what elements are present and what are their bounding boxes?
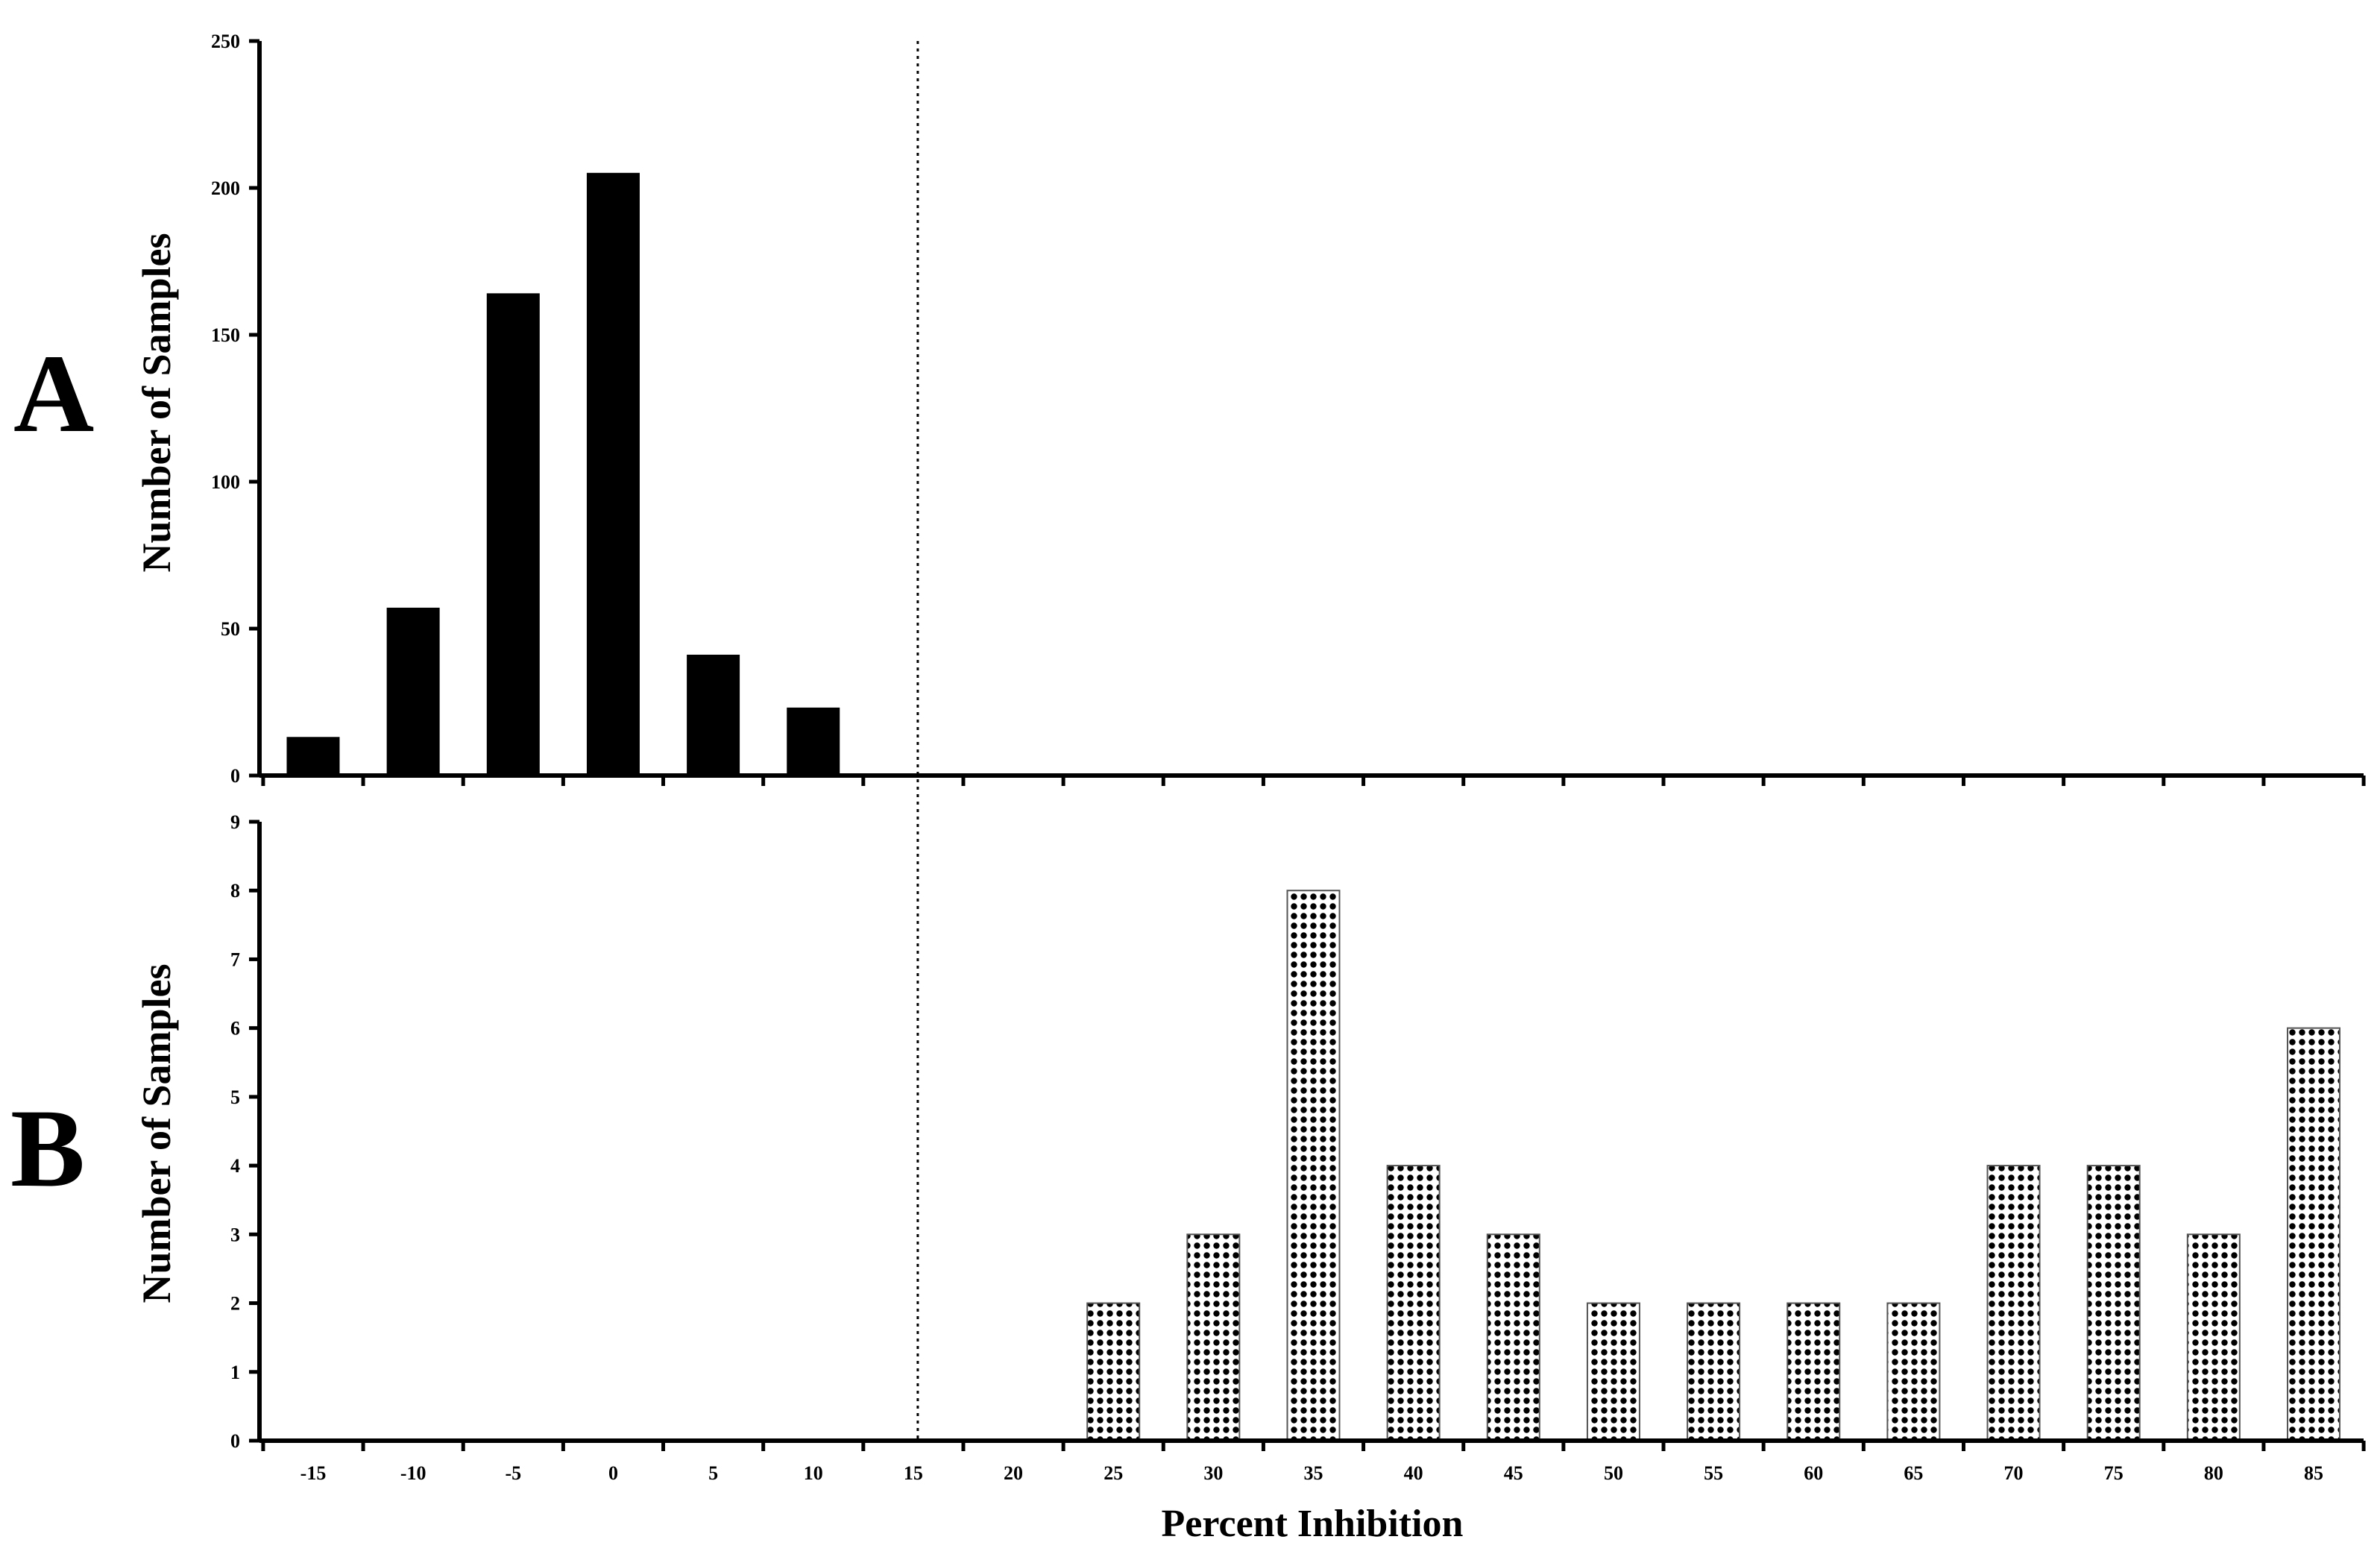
y-tick-label-b: 5 <box>230 1086 240 1108</box>
bar-b-25 <box>1086 1302 1141 1441</box>
x-tick-label-5: 5 <box>708 1462 718 1484</box>
x-tick-label-35: 35 <box>1304 1462 1323 1484</box>
bar-a--10 <box>386 607 440 776</box>
x-tick-label-75: 75 <box>2104 1462 2124 1484</box>
x-tick-label-15: 15 <box>904 1462 923 1484</box>
x-tick-label-50: 50 <box>1604 1462 1623 1484</box>
x-tick-label-10: 10 <box>804 1462 823 1484</box>
panel-label-b: B <box>10 1086 85 1210</box>
x-axis-label: Percent Inhibition <box>1162 1503 1464 1545</box>
bar-a-0 <box>586 172 640 776</box>
x-tick-label-55: 55 <box>1704 1462 1723 1484</box>
y-ticks-b: 0 1 2 3 4 5 6 7 8 9 <box>230 811 259 1452</box>
y-tick-label-a: 150 <box>211 324 240 346</box>
x-tick-label-20: 20 <box>1004 1462 1023 1484</box>
y-tick-label-a: 0 <box>230 765 240 787</box>
y-tick-label-a: 50 <box>221 618 240 640</box>
y-ticks-a: 0 50 100 150 200 250 <box>211 31 259 787</box>
y-tick-label-b: 1 <box>230 1362 240 1383</box>
y-tick-label-b: 9 <box>230 811 240 833</box>
y-tick-label-a: 100 <box>211 471 240 493</box>
y-tick-label-b: 2 <box>230 1293 240 1315</box>
y-tick-label-b: 0 <box>230 1430 240 1452</box>
y-tick-label-b: 6 <box>230 1018 240 1040</box>
bar-b-55 <box>1687 1302 1741 1441</box>
bar-b-65 <box>1886 1302 1941 1441</box>
y-axis-label-a: Number of Samples <box>134 233 179 572</box>
bar-b-30 <box>1186 1233 1241 1442</box>
bar-a-5 <box>687 654 740 776</box>
y-tick-label-a: 200 <box>211 177 240 199</box>
x-tick-label-40: 40 <box>1404 1462 1423 1484</box>
bar-a--15 <box>286 737 340 776</box>
x-tick-label-0: 0 <box>608 1462 618 1484</box>
x-tick-label-60: 60 <box>1804 1462 1823 1484</box>
panel-a: A Number of Samples 0 50 100 150 200 250 <box>13 31 2366 787</box>
bars-a <box>286 172 840 776</box>
bar-b-80 <box>2186 1233 2241 1442</box>
x-tick-label-65: 65 <box>1904 1462 1923 1484</box>
y-tick-label-a: 250 <box>211 31 240 52</box>
x-tick-label-80: 80 <box>2204 1462 2223 1484</box>
bar-b-40 <box>1386 1165 1441 1441</box>
bar-b-45 <box>1486 1233 1540 1442</box>
y-tick-label-b: 7 <box>230 949 240 970</box>
x-tick-label-70: 70 <box>2004 1462 2024 1484</box>
bar-b-60 <box>1786 1302 1841 1441</box>
y-tick-label-b: 4 <box>230 1155 240 1177</box>
y-axis-label-b: Number of Samples <box>134 963 179 1303</box>
y-tick-label-b: 8 <box>230 880 240 902</box>
panel-label-a: A <box>13 332 94 456</box>
x-tick-label-85: 85 <box>2304 1462 2323 1484</box>
bar-a--5 <box>486 293 540 776</box>
x-tick-label--15: -15 <box>300 1462 327 1484</box>
x-tick-label-30: 30 <box>1203 1462 1223 1484</box>
bars-b <box>1086 890 2340 1442</box>
x-tick-label--5: -5 <box>505 1462 521 1484</box>
bar-b-75 <box>2086 1165 2141 1441</box>
bar-b-35 <box>1286 890 1341 1441</box>
x-ticks-b: -15 -10 -5 0 5 10 15 20 25 30 35 40 45 50 55 60 65 70 75 80… <box>261 1441 2366 1484</box>
bar-a-10 <box>787 707 840 776</box>
bar-b-50 <box>1586 1302 1640 1441</box>
y-tick-label-b: 3 <box>230 1224 240 1245</box>
x-tick-label--10: -10 <box>400 1462 426 1484</box>
x-tick-label-45: 45 <box>1504 1462 1523 1484</box>
bar-b-70 <box>1986 1165 2041 1441</box>
bar-b-85 <box>2287 1027 2340 1441</box>
x-tick-label-25: 25 <box>1104 1462 1123 1484</box>
